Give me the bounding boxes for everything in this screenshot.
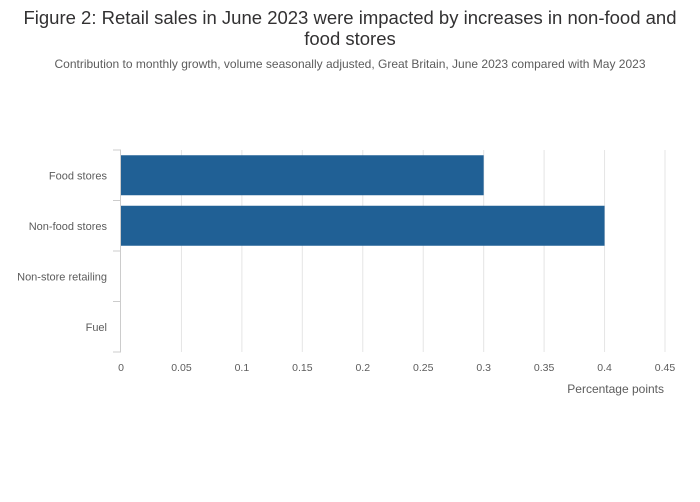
chart-subtitle: Contribution to monthly growth, volume s… [54,57,646,71]
x-tick-label: 0.25 [413,362,434,374]
y-category-label: Non-store retailing [17,271,107,283]
x-tick-label: 0.1 [235,362,250,374]
x-tick-label: 0.15 [292,362,313,374]
x-axis-title: Percentage points [567,382,664,396]
bar-non-food-stores[interactable] [121,205,605,246]
x-tick-label: 0.2 [355,362,370,374]
x-tick-label: 0.3 [476,362,491,374]
x-tick-label: 0 [118,362,124,374]
x-tick-label: 0.05 [171,362,192,374]
x-tick-label: 0.4 [597,362,612,374]
axis-layer: 0 0.05 0.1 0.15 0.2 0.25 0.3 0.35 0.4 0.45 Food st… [17,149,676,374]
bar-layer [121,155,605,246]
chart-title: Figure 2: Retail sales in June 2023 were… [23,7,677,49]
y-category-label: Fuel [86,322,107,334]
y-category-label: Non-food stores [29,221,108,233]
bar-food-stores[interactable] [121,155,484,196]
x-tick-label: 0.35 [534,362,555,374]
y-category-label: Food stores [49,170,108,182]
x-tick-label: 0.45 [655,362,676,374]
